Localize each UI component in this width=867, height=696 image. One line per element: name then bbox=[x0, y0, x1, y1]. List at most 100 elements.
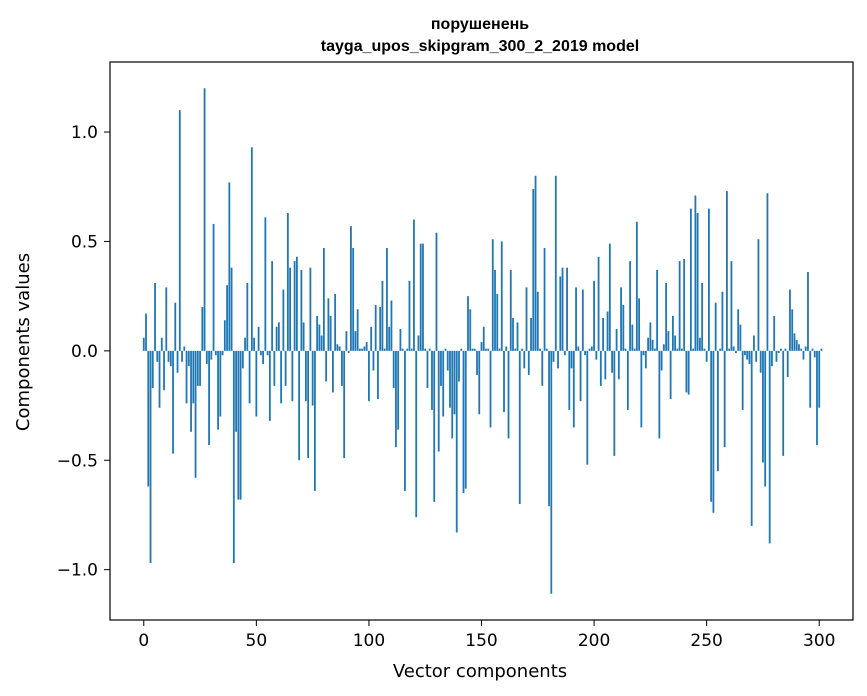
bar-component-264 bbox=[737, 309, 740, 351]
bar-component-137 bbox=[451, 350, 454, 439]
bar-component-95 bbox=[356, 309, 359, 351]
bar-component-17 bbox=[181, 350, 183, 362]
bar-component-166 bbox=[516, 322, 519, 351]
bar-component-110 bbox=[390, 300, 393, 351]
bar-component-25 bbox=[199, 350, 201, 386]
bar-component-250 bbox=[705, 350, 708, 362]
bar-component-11 bbox=[167, 350, 170, 362]
x-tick-label: 100 bbox=[353, 631, 385, 651]
bar-component-107 bbox=[383, 348, 386, 351]
bar-component-8 bbox=[160, 337, 163, 351]
x-tick-label: 0 bbox=[138, 631, 149, 651]
bar-component-188 bbox=[566, 267, 568, 351]
bar-component-128 bbox=[431, 350, 433, 410]
bar-component-56 bbox=[268, 350, 271, 421]
bar-component-111 bbox=[392, 350, 395, 389]
bar-component-164 bbox=[512, 318, 514, 351]
bar-component-66 bbox=[291, 350, 294, 402]
bar-component-266 bbox=[741, 350, 744, 410]
y-axis-label: Components values bbox=[13, 253, 34, 431]
bar-component-244 bbox=[692, 348, 695, 351]
bar-component-236 bbox=[674, 335, 677, 351]
bar-component-183 bbox=[554, 175, 557, 351]
bar-component-112 bbox=[395, 350, 397, 448]
bar-component-235 bbox=[671, 315, 674, 351]
bar-component-192 bbox=[575, 287, 577, 351]
bar-component-92 bbox=[350, 226, 352, 351]
bar-component-88 bbox=[341, 350, 343, 386]
bar-component-148 bbox=[476, 350, 478, 375]
bar-component-123 bbox=[419, 243, 422, 351]
bar-component-246 bbox=[696, 212, 699, 351]
bar-component-98 bbox=[363, 346, 366, 351]
bar-component-63 bbox=[284, 350, 287, 386]
bar-component-75 bbox=[311, 350, 314, 406]
bar-component-32 bbox=[214, 350, 217, 356]
bar-component-232 bbox=[665, 283, 668, 351]
bar-component-300 bbox=[818, 350, 821, 408]
bar-component-207 bbox=[608, 243, 611, 351]
bar-component-259 bbox=[726, 191, 728, 351]
bar-component-99 bbox=[365, 342, 368, 351]
bar-component-76 bbox=[313, 350, 316, 491]
bar-series bbox=[142, 88, 823, 594]
bar-component-282 bbox=[777, 350, 780, 354]
bar-component-258 bbox=[723, 350, 726, 448]
bar-component-202 bbox=[597, 256, 600, 351]
bar-component-211 bbox=[617, 350, 620, 380]
bar-component-91 bbox=[347, 350, 350, 354]
bar-component-208 bbox=[611, 350, 613, 373]
bar-component-180 bbox=[548, 350, 550, 507]
bar-component-100 bbox=[368, 350, 370, 402]
bar-component-124 bbox=[422, 243, 424, 351]
bar-component-132 bbox=[440, 350, 442, 386]
bar-component-292 bbox=[800, 348, 803, 351]
bar-component-15 bbox=[176, 350, 179, 373]
bar-component-241 bbox=[685, 350, 688, 393]
bar-component-61 bbox=[280, 350, 283, 404]
bar-component-67 bbox=[293, 261, 296, 351]
bar-component-60 bbox=[277, 322, 280, 351]
bar-component-57 bbox=[271, 261, 274, 351]
bar-component-14 bbox=[174, 302, 177, 351]
bar-component-167 bbox=[518, 350, 521, 505]
bar-component-155 bbox=[491, 239, 494, 351]
y-tick-label: 0.0 bbox=[71, 342, 98, 362]
bar-component-46 bbox=[246, 283, 249, 351]
bar-component-249 bbox=[703, 348, 706, 351]
bar-component-20 bbox=[187, 350, 190, 367]
bar-component-283 bbox=[780, 348, 782, 351]
bar-component-152 bbox=[485, 348, 487, 351]
bar-component-210 bbox=[615, 328, 618, 351]
bar-component-255 bbox=[717, 350, 719, 472]
bar-component-154 bbox=[489, 350, 492, 428]
bar-component-156 bbox=[494, 269, 496, 351]
bar-component-104 bbox=[377, 350, 379, 399]
bar-component-221 bbox=[640, 350, 643, 428]
bar-component-54 bbox=[264, 217, 267, 351]
bar-component-144 bbox=[467, 296, 469, 351]
chart-subtitle: tayga_upos_skipgram_300_2_2019 model bbox=[321, 38, 639, 55]
bar-component-131 bbox=[437, 350, 440, 452]
bar-component-176 bbox=[539, 348, 541, 351]
bar-component-125 bbox=[424, 348, 427, 351]
bar-component-143 bbox=[464, 350, 467, 489]
bar-component-90 bbox=[345, 331, 348, 351]
bar-component-45 bbox=[244, 337, 246, 351]
bar-component-36 bbox=[223, 320, 226, 351]
bar-component-69 bbox=[298, 350, 301, 461]
bar-component-231 bbox=[662, 344, 665, 351]
bar-component-103 bbox=[374, 304, 377, 351]
bar-component-13 bbox=[172, 350, 174, 454]
bar-component-200 bbox=[593, 280, 595, 351]
bar-component-74 bbox=[309, 267, 312, 351]
bar-component-102 bbox=[372, 350, 375, 371]
bar-component-257 bbox=[721, 291, 724, 351]
bar-component-120 bbox=[413, 219, 415, 351]
bar-component-263 bbox=[735, 350, 737, 354]
bar-component-59 bbox=[275, 326, 278, 351]
x-tick-label: 50 bbox=[246, 631, 268, 651]
bar-component-175 bbox=[536, 291, 539, 351]
bar-component-217 bbox=[631, 324, 634, 351]
